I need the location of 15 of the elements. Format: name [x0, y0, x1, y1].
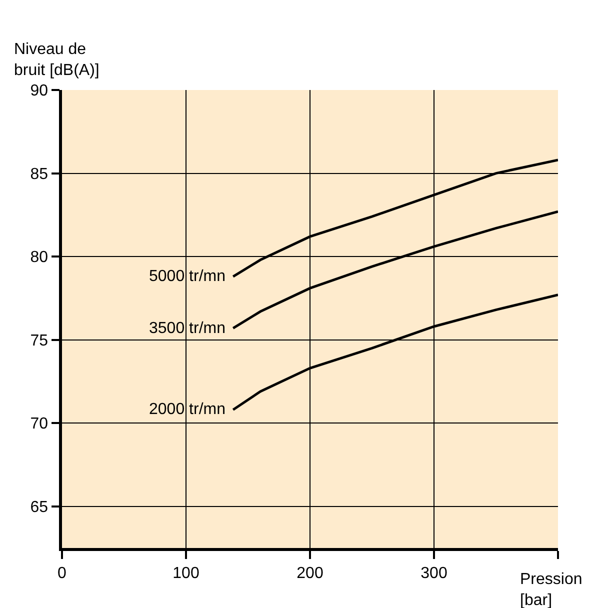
x-tick-label: 0 — [58, 564, 67, 582]
x-tick-label: 200 — [296, 564, 324, 582]
y-tick-label: 65 — [30, 498, 48, 516]
y-tick-label: 90 — [30, 82, 48, 100]
x-tick-label: 300 — [420, 564, 448, 582]
series-label: 3500 tr/mn — [149, 320, 226, 337]
x-axis-title: Pression [bar] — [520, 571, 582, 608]
series-label: 2000 tr/mn — [149, 401, 226, 418]
y-tick-label: 75 — [30, 332, 48, 350]
y-axis-title: Niveau de bruit [dB(A)] — [14, 41, 100, 79]
series-label: 5000 tr/mn — [149, 268, 226, 285]
y-tick-label: 70 — [30, 416, 48, 433]
x-tick-label: 100 — [172, 564, 200, 582]
y-tick-label: 80 — [30, 249, 48, 266]
y-tick-label: 85 — [30, 166, 48, 183]
